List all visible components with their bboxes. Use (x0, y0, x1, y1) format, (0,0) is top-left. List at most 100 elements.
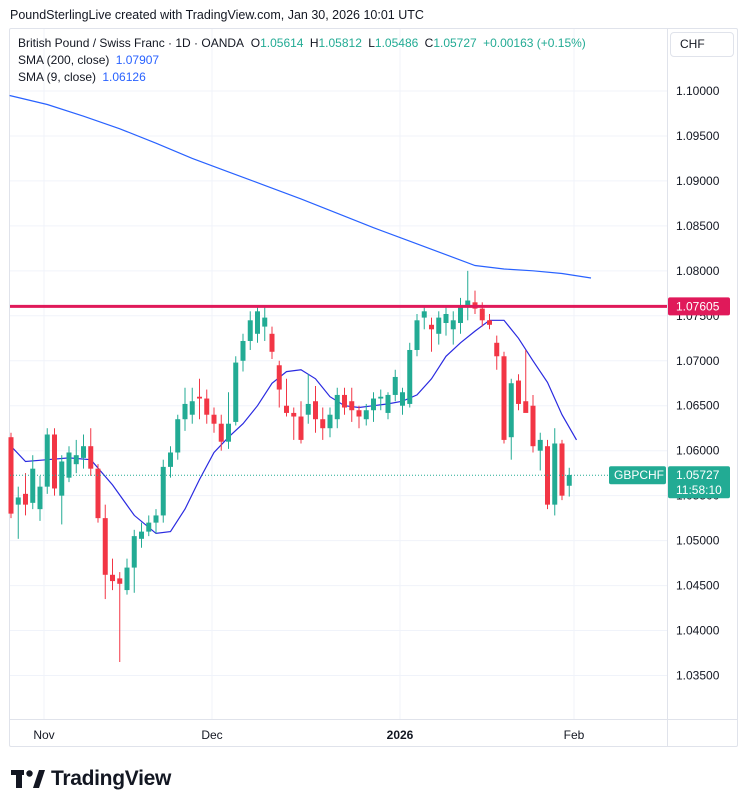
candle-bullish (262, 306, 268, 341)
candle-bearish (110, 558, 115, 591)
y-tick-label: 1.08500 (676, 219, 720, 233)
candle-bullish (537, 432, 543, 471)
candle-bullish (175, 414, 181, 460)
candle-body (378, 396, 384, 399)
grid-lines (10, 29, 667, 719)
candle-bullish (465, 270, 471, 321)
candle-bullish (458, 297, 463, 334)
candle-bearish (102, 504, 108, 600)
sma-200-label: SMA (200, close) (18, 53, 110, 67)
candle-body (385, 394, 391, 413)
candle-body (450, 320, 456, 330)
candle-body (247, 320, 253, 341)
candle-bearish (291, 407, 297, 440)
y-tick-label: 1.06000 (676, 444, 720, 458)
candle-bearish (204, 389, 210, 424)
candle-body (30, 468, 36, 503)
sma-200-value: 1.07907 (115, 53, 160, 67)
candle-body (23, 493, 28, 505)
candle-body (117, 578, 123, 584)
candle-body (494, 342, 500, 357)
candle-bearish (342, 387, 347, 415)
sma-9-label: SMA (9, close) (18, 70, 97, 84)
candle-body (182, 403, 188, 420)
candle-bullish (73, 439, 79, 474)
candle-body (153, 515, 159, 523)
candle-body (371, 398, 376, 411)
tradingview-logo-icon (11, 770, 45, 788)
candle-body (211, 414, 217, 424)
candle-body (226, 423, 231, 442)
candle-bullish (37, 475, 43, 521)
candle-body (298, 416, 304, 440)
candle-body (204, 398, 210, 415)
y-tick-label: 1.06500 (676, 399, 720, 413)
candle-bearish (52, 428, 57, 496)
candle-body (44, 434, 50, 487)
candle-body (516, 380, 521, 404)
sma-200-legend[interactable]: SMA (200, close) 1.07907 (18, 53, 159, 67)
low-label: L (368, 36, 375, 50)
candle-body (349, 401, 355, 411)
candle-body (443, 314, 449, 324)
candle-bearish (284, 378, 289, 417)
candle-bullish (168, 446, 173, 478)
open-value: 1.05614 (260, 36, 304, 50)
candle-bearish (313, 385, 318, 433)
candle-bullish (363, 403, 369, 426)
candle-body (523, 401, 529, 413)
candle-bearish (429, 317, 434, 352)
y-tick-label: 1.04500 (676, 579, 720, 593)
candle-body (479, 308, 485, 321)
y-tick-label: 1.04000 (676, 624, 720, 638)
candle-bearish (211, 407, 217, 433)
axes: 1.100001.095001.090001.085001.080001.075… (10, 29, 737, 747)
candle-bearish (276, 360, 282, 408)
high-label: H (309, 36, 319, 50)
candle-bullish (139, 522, 144, 548)
candle-body (552, 443, 558, 505)
candle-bearish (298, 401, 304, 444)
candle-bullish (131, 529, 137, 593)
current-price-tag (668, 466, 730, 499)
candle-body (356, 410, 362, 417)
candle-body (537, 439, 543, 451)
candle-body (276, 365, 282, 390)
candle-body (392, 376, 398, 395)
candle-body (88, 446, 94, 469)
candle-bearish (269, 326, 275, 359)
candle-bullish (327, 407, 333, 438)
candle-bullish (407, 342, 413, 408)
x-tick-label: Feb (564, 728, 585, 742)
sma-200-path (9, 94, 592, 279)
candle-bullish (552, 428, 558, 516)
candle-bearish (516, 374, 521, 411)
symbol-legend[interactable]: British Pound / Swiss Franc · 1D · OANDA… (18, 36, 586, 50)
sma-9-legend[interactable]: SMA (9, close) 1.06126 (18, 70, 146, 84)
candle-body (262, 317, 268, 327)
candle-bearish (88, 428, 94, 476)
tradingview-logo[interactable]: TradingView (11, 766, 171, 792)
candle-bullish (240, 333, 246, 372)
candle-bearish (356, 405, 362, 429)
candle-body (59, 461, 65, 496)
candle-bearish (197, 378, 202, 420)
currency-button[interactable]: CHF (670, 32, 734, 57)
candle-bullish (81, 434, 86, 469)
candle-body (414, 320, 420, 350)
high-value: 1.05812 (318, 36, 362, 50)
candle-bullish (153, 509, 159, 534)
close-label: C (424, 36, 434, 50)
candle-body (255, 311, 260, 334)
candle-body (291, 412, 297, 417)
candle-bullish (443, 306, 449, 336)
y-tick-label: 1.08000 (676, 264, 720, 278)
y-tick-label: 1.03500 (676, 669, 720, 683)
candle-bullish (59, 455, 65, 525)
candle-bullish (247, 311, 253, 350)
candle-body (110, 574, 115, 582)
candle-body (363, 410, 369, 420)
y-tick-label: 1.09000 (676, 174, 720, 188)
